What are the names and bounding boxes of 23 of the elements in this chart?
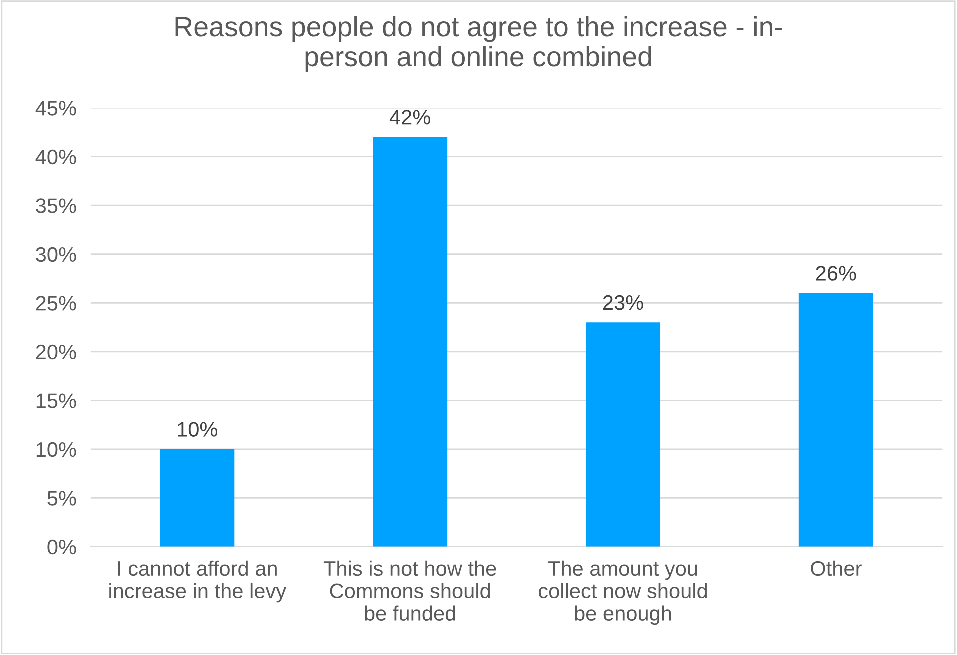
y-tick-label: 40% bbox=[36, 150, 76, 165]
y-tick-label: 15% bbox=[36, 394, 76, 408]
y-tick-label: 5% bbox=[48, 491, 76, 506]
x-tick-label: Other bbox=[811, 560, 862, 576]
x-tick-label: The amount you collect now should be enough bbox=[539, 560, 708, 626]
y-tick-label: 10% bbox=[36, 442, 76, 458]
bar bbox=[160, 449, 235, 547]
y-tick-label: 45% bbox=[36, 101, 76, 116]
y-tick-label: 20% bbox=[36, 344, 76, 360]
y-tick-label: 30% bbox=[36, 247, 76, 262]
bar bbox=[586, 322, 661, 547]
y-tick-label: 0% bbox=[48, 540, 76, 555]
data-label: 10% bbox=[178, 422, 218, 437]
data-label: 42% bbox=[390, 110, 430, 125]
x-tick-label: I cannot afford an increase in the levy bbox=[110, 560, 287, 603]
data-label: 26% bbox=[816, 266, 856, 281]
bar bbox=[373, 137, 448, 547]
chart-title: Reasons people do not agree to the increase - in- person and online combined bbox=[176, 16, 782, 72]
bar bbox=[798, 293, 874, 547]
y-tick-label: 25% bbox=[36, 296, 76, 311]
data-label: 23% bbox=[603, 295, 644, 310]
x-tick-label: This is not how the Commons should be funded bbox=[324, 560, 496, 621]
y-tick-label: 35% bbox=[36, 198, 76, 214]
